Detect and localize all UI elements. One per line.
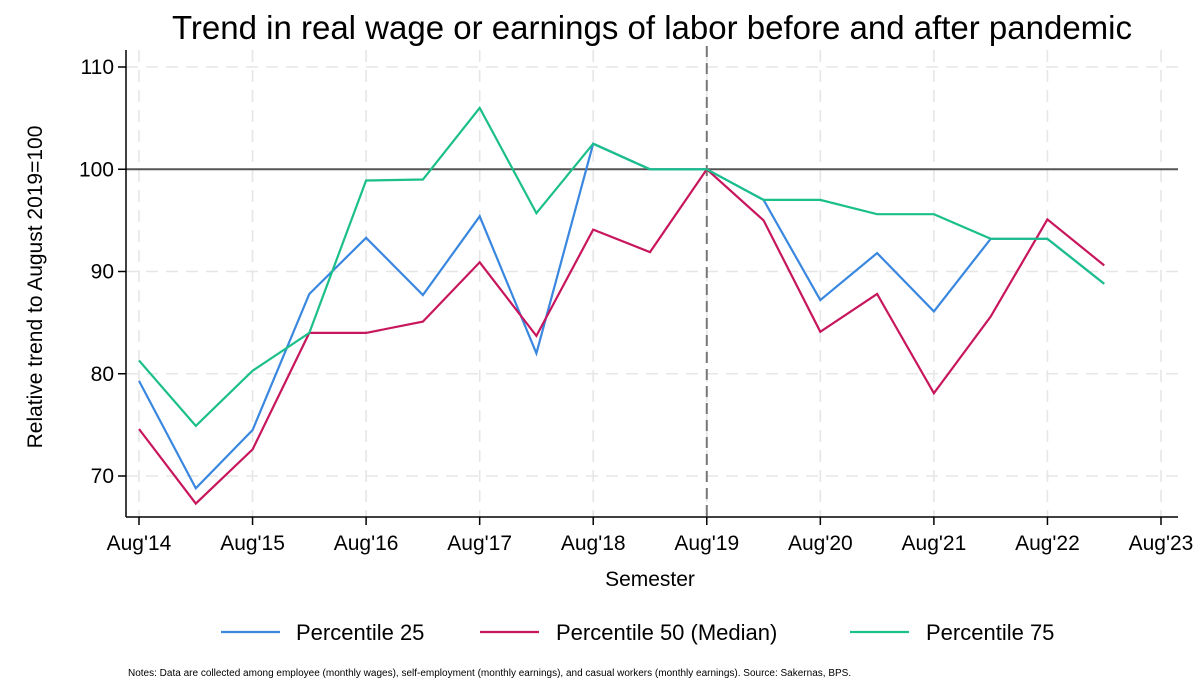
x-tick-label: Aug'14 xyxy=(107,532,172,555)
axes: 70 80 90 100 110 Aug'14 Aug'15 Aug'16 Aug'17 Aug'… xyxy=(79,50,1193,555)
y-tick-label: 90 xyxy=(91,261,114,284)
x-tick-label: Aug'18 xyxy=(561,532,626,555)
grid xyxy=(126,50,1178,517)
y-tick-label: 70 xyxy=(91,465,114,488)
x-tick-label: Aug'21 xyxy=(902,532,967,555)
series-line-3 xyxy=(138,105,1105,428)
x-tick-label: Aug'19 xyxy=(674,532,739,555)
reference-lines xyxy=(126,46,1178,517)
legend: Percentile 25 Percentile 50 (Median) Perce… xyxy=(221,620,1054,645)
x-tick-label: Aug'16 xyxy=(334,532,399,555)
y-tick-label: 100 xyxy=(79,158,114,181)
chart-note: Notes: Data are collected among employee… xyxy=(128,668,851,679)
x-axis-title: Semester xyxy=(605,568,695,591)
x-tick-label: Aug'15 xyxy=(220,532,285,555)
x-tick-label: Aug'20 xyxy=(788,532,853,555)
series-line-1 xyxy=(138,142,1105,491)
legend-label-2: Percentile 50 (Median) xyxy=(556,620,777,645)
series-line-2 xyxy=(138,167,1105,506)
x-tick-label: Aug'23 xyxy=(1129,532,1194,555)
x-tick-label: Aug'22 xyxy=(1015,532,1080,555)
y-tick-label: 80 xyxy=(91,363,114,386)
chart-title: Trend in real wage or earnings of labor … xyxy=(172,9,1132,46)
y-tick-label: 110 xyxy=(81,56,114,79)
y-axis-title: Relative trend to August 2019=100 xyxy=(24,126,47,449)
legend-label-3: Percentile 75 xyxy=(926,620,1054,645)
x-tick-label: Aug'17 xyxy=(447,532,512,555)
series-lines xyxy=(138,105,1105,506)
legend-label-1: Percentile 25 xyxy=(296,620,424,645)
